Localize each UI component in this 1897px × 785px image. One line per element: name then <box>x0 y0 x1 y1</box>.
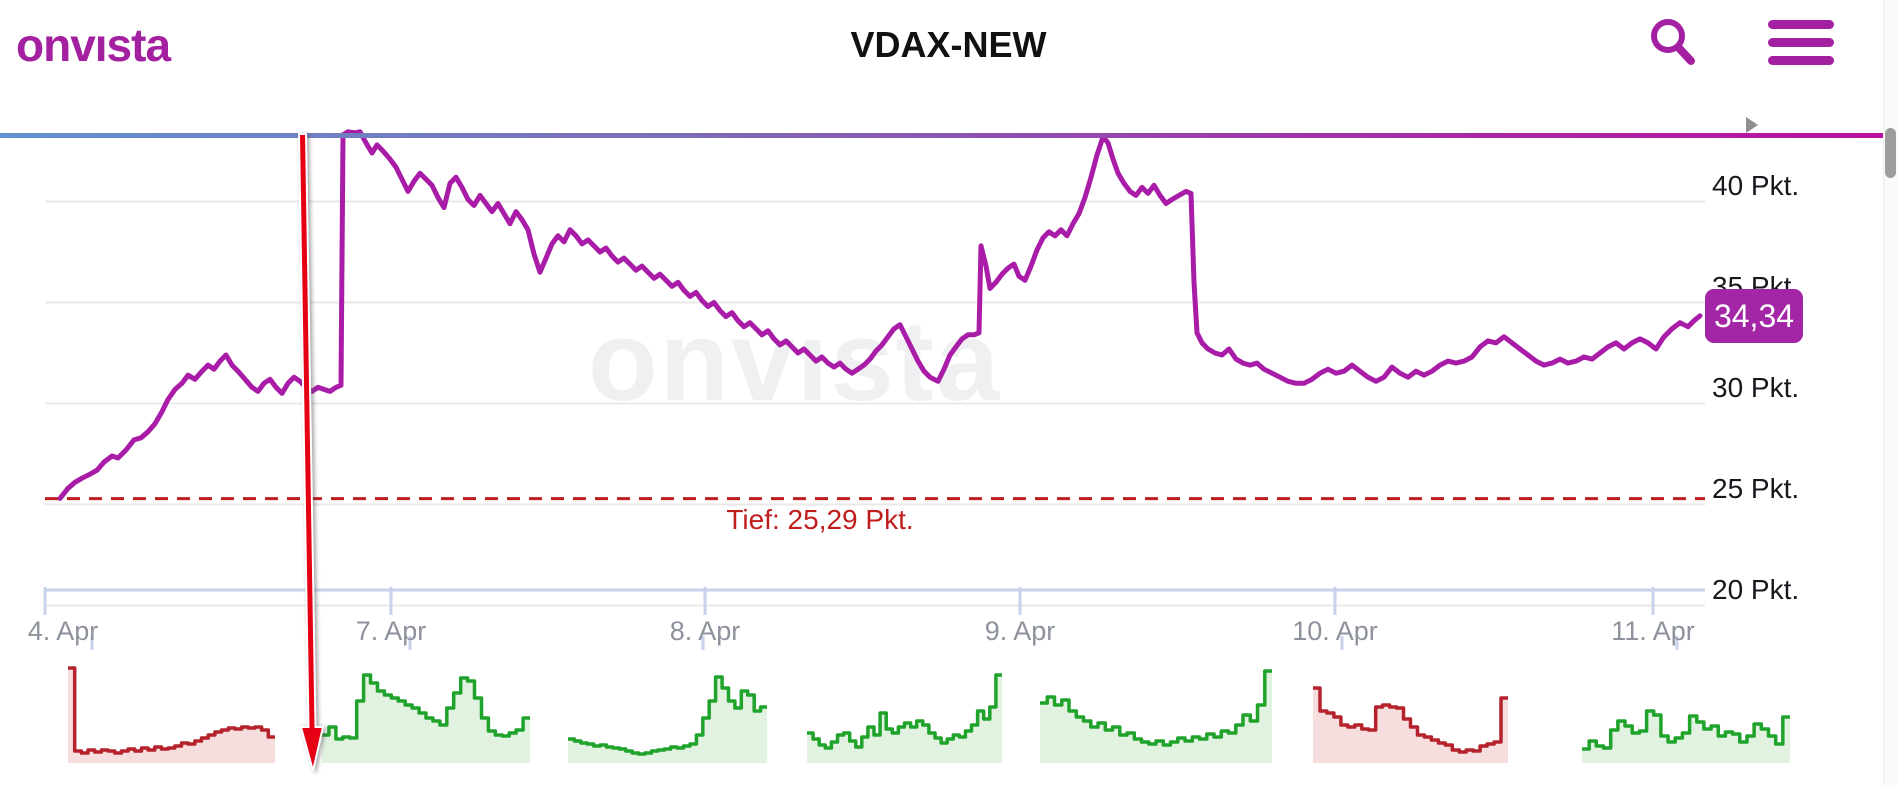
low-annotation-label: Tief: 25,29 Pkt. <box>726 504 914 535</box>
search-icon <box>1651 19 1695 65</box>
search-button[interactable] <box>1644 14 1702 72</box>
chart-scroll-right-icon[interactable] <box>1746 117 1758 133</box>
mini-day-chart-line <box>807 673 1002 750</box>
down-arrow-icon <box>297 133 325 772</box>
header-gradient-divider <box>0 133 1897 138</box>
hamburger-icon <box>1768 19 1834 65</box>
mini-day-chart-line <box>1040 669 1272 747</box>
mini-day-chart-line <box>1313 686 1508 754</box>
mini-day-chart-fill <box>1040 671 1272 763</box>
onvista-logo[interactable]: onvısta <box>16 19 171 71</box>
mini-day-chart-line <box>68 666 275 755</box>
scrollbar-thumb[interactable] <box>1885 128 1896 178</box>
page-title: VDAX-NEW <box>850 24 1047 65</box>
mini-day-chart-line <box>322 673 530 741</box>
vdax-price-line <box>57 129 1703 501</box>
mini-day-chart-line <box>1582 709 1790 751</box>
mini-day-chart-fill <box>68 668 275 763</box>
mini-day-chart-fill <box>1582 711 1790 763</box>
mini-day-chart-line <box>568 675 767 756</box>
scrollbar-track[interactable] <box>1883 0 1897 785</box>
menu-button[interactable] <box>1768 16 1834 68</box>
current-value-badge: 34,34 <box>1705 289 1803 343</box>
